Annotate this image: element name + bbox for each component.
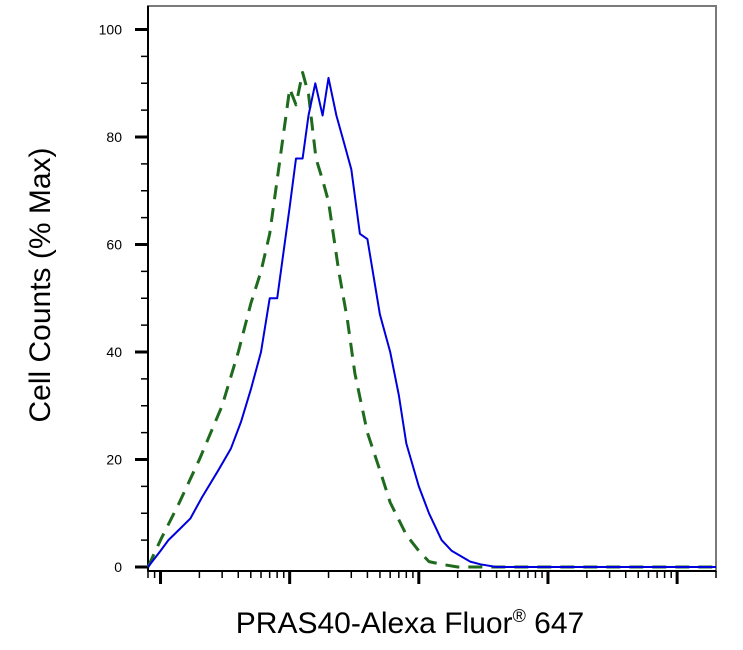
y-tick-label: 100 — [99, 22, 123, 38]
x-axis-ticks — [147, 571, 717, 584]
x-axis-title-main: PRAS40-Alexa Fluor — [236, 607, 513, 640]
series-layer — [146, 71, 716, 569]
plot-frame — [147, 5, 717, 572]
y-axis-title: Cell Counts (% Max) — [24, 147, 57, 422]
x-axis-title-suffix: 647 — [526, 607, 584, 640]
x-axis-title: PRAS40-Alexa Fluor® 647 — [236, 606, 584, 640]
y-axis-ticks: 0 20 40 60 80 100 — [99, 22, 148, 575]
y-tick-label: 80 — [106, 129, 122, 145]
y-tick-label: 60 — [106, 237, 122, 253]
y-tick-label: 20 — [106, 452, 122, 468]
y-tick-label: 40 — [106, 344, 122, 360]
x-axis-title-registered-mark: ® — [513, 606, 526, 626]
y-tick-label: 0 — [114, 559, 122, 575]
series-line-dashed — [146, 71, 716, 569]
series-line-solid — [147, 76, 716, 568]
